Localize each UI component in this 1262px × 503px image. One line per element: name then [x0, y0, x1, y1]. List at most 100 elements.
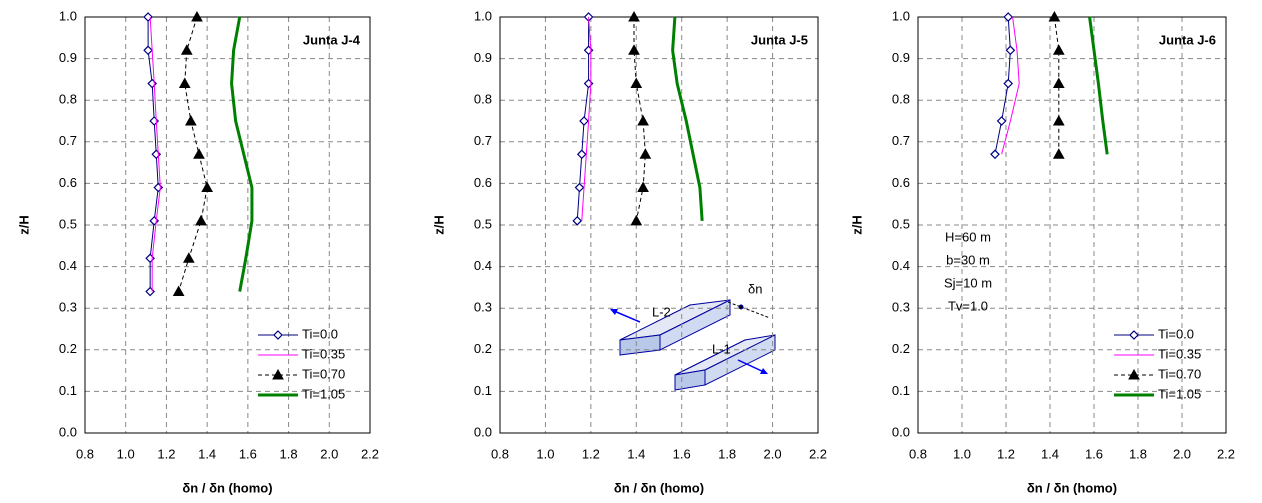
marker	[195, 214, 207, 226]
marker	[273, 330, 283, 340]
x-tick-label: 2.0	[320, 446, 338, 461]
x-axis-label: δn / δn (homo)	[614, 480, 704, 495]
marker	[143, 45, 153, 56]
marker	[1052, 114, 1065, 126]
marker	[996, 116, 1007, 126]
y-tick-label: 0.9	[59, 50, 77, 65]
x-tick-label: 2.0	[764, 446, 782, 461]
plot-frame	[499, 16, 819, 434]
marker	[1129, 330, 1139, 340]
marker	[637, 181, 649, 193]
y-tick-label: 0.0	[474, 424, 492, 439]
y-tick-label: 0.5	[474, 216, 492, 231]
marker	[272, 368, 284, 380]
y-tick-label: 0.7	[474, 133, 492, 148]
diagram-label: δn	[748, 281, 762, 296]
y-tick-label: 1.0	[892, 8, 910, 23]
y-tick-label: 0.0	[59, 424, 77, 439]
y-tick-label: 0.1	[474, 383, 492, 398]
y-tick-label: 0.7	[892, 133, 910, 148]
marker	[628, 10, 640, 22]
series-line	[1088, 16, 1109, 155]
y-tick-label: 1.0	[474, 8, 492, 23]
plot-frame	[917, 16, 1227, 434]
y-tick-label: 0.3	[892, 300, 910, 315]
chart-title: Junta J-4	[303, 32, 361, 47]
marker	[630, 214, 643, 226]
marker	[583, 78, 594, 89]
x-tick-label: 0.8	[909, 446, 927, 461]
y-tick-label: 0.2	[59, 341, 77, 356]
marker	[151, 149, 162, 160]
x-tick-label: 0.8	[76, 446, 94, 461]
marker	[1003, 12, 1014, 22]
y-axis-label: z/H	[431, 215, 446, 235]
marker	[1052, 44, 1065, 55]
marker	[637, 114, 649, 126]
y-tick-label: 0.4	[474, 258, 492, 273]
y-tick-label: 0.4	[892, 258, 910, 273]
marker	[178, 77, 191, 89]
marker	[1003, 78, 1014, 89]
series-line	[671, 16, 704, 221]
diagram-label: L-1	[712, 341, 731, 356]
marker	[145, 286, 155, 297]
marker	[572, 215, 583, 226]
plot-frame	[84, 16, 371, 434]
y-tick-label: 0.2	[892, 341, 910, 356]
series-line	[1001, 16, 1020, 155]
x-axis-label: δn / δn (homo)	[182, 480, 272, 495]
y-tick-label: 0.6	[892, 175, 910, 190]
legend-label: Ti=0.35	[302, 346, 345, 361]
legend-label: Ti=0.0	[1158, 326, 1194, 341]
legend-label: Ti=0.35	[1158, 346, 1201, 361]
y-tick-label: 0.3	[59, 300, 77, 315]
y-tick-label: 0.8	[59, 92, 77, 107]
marker	[193, 148, 205, 159]
x-tick-label: 2.2	[361, 446, 379, 461]
x-tick-label: 1.0	[536, 446, 554, 461]
annotation: Tv=1.0	[948, 298, 988, 313]
x-tick-label: 1.2	[582, 446, 600, 461]
marker	[180, 44, 193, 55]
y-tick-label: 0.9	[474, 50, 492, 65]
panel: 0.0 0.1 0.2 0.3 0.4 0.5 0.6 0.7 0.8 0.9 1.0 0.8 1.0 1…	[849, 8, 1235, 495]
marker	[149, 116, 160, 126]
y-tick-label: 1.0	[59, 8, 77, 23]
y-tick-label: 0.1	[892, 383, 910, 398]
x-tick-label: 2.0	[1173, 446, 1191, 461]
series-line	[581, 16, 592, 221]
y-tick-label: 0.0	[892, 424, 910, 439]
y-tick-label: 0.5	[59, 216, 77, 231]
x-tick-label: 2.2	[809, 446, 827, 461]
x-tick-label: 1.4	[1041, 446, 1059, 461]
diagram-label: L-2	[652, 304, 671, 319]
x-tick-label: 1.8	[280, 446, 298, 461]
marker	[583, 45, 594, 56]
annotation: b=30 m	[946, 252, 990, 267]
series-line	[149, 16, 161, 292]
x-tick-label: 2.2	[1217, 446, 1235, 461]
y-tick-label: 0.2	[474, 341, 492, 356]
annotation: Sj=10 m	[944, 275, 992, 290]
x-tick-label: 1.8	[1129, 446, 1147, 461]
y-tick-label: 0.1	[59, 383, 77, 398]
marker	[185, 114, 197, 126]
marker	[630, 77, 643, 89]
marker	[639, 148, 652, 159]
marker	[628, 44, 640, 55]
x-tick-label: 1.2	[997, 446, 1015, 461]
chart-title: Junta J-5	[751, 32, 808, 47]
legend-label: Ti=1.05	[1158, 386, 1201, 401]
y-tick-label: 0.4	[59, 258, 77, 273]
x-tick-label: 1.8	[718, 446, 736, 461]
annotation: H=60 m	[945, 229, 991, 244]
marker	[172, 285, 185, 297]
marker	[201, 181, 213, 193]
y-tick-label: 0.6	[59, 175, 77, 190]
y-axis-label: z/H	[849, 215, 864, 235]
marker	[182, 252, 195, 263]
marker	[579, 116, 589, 126]
legend-label: Ti=0.70	[302, 366, 345, 381]
